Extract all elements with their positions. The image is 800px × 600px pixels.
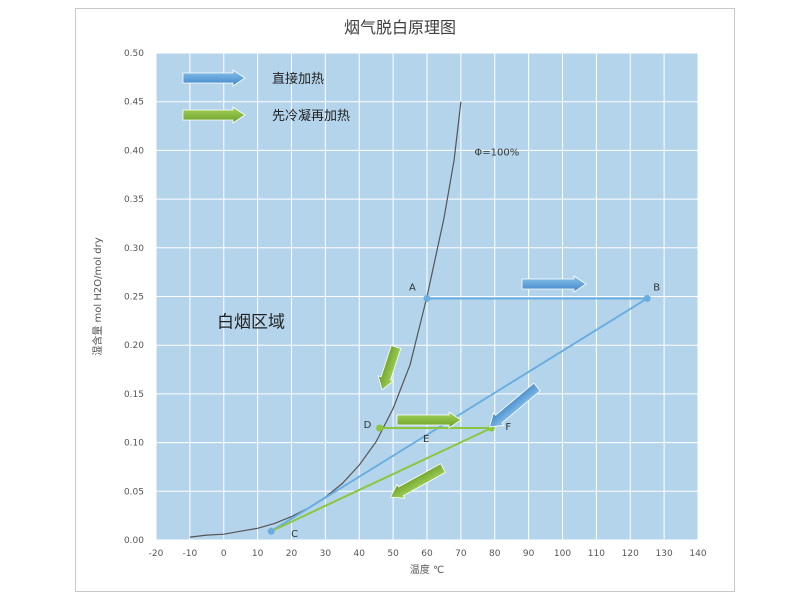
x-tick-label: 30: [320, 549, 332, 559]
x-tick-label: 130: [656, 549, 673, 559]
legend-label-1: 直接加热: [272, 71, 324, 87]
point-d: [376, 424, 384, 432]
point-label-a: A: [409, 282, 416, 293]
x-tick-label: 90: [523, 549, 535, 559]
point-c: [267, 527, 275, 535]
y-tick-label: 0.05: [124, 487, 144, 497]
x-tick-label: 40: [354, 549, 366, 559]
region-label: 白烟区域: [217, 313, 285, 333]
x-axis-label: 温度 ℃: [410, 563, 444, 576]
x-tick-label: -10: [183, 549, 198, 559]
y-tick-label: 0.45: [124, 98, 144, 108]
point-label-e: E: [423, 434, 429, 445]
y-tick-label: 0.15: [124, 390, 144, 400]
point-a: [423, 294, 431, 302]
x-tick-label: 20: [286, 549, 298, 559]
arrow-cooling-shape: [377, 344, 402, 391]
point-label-b: B: [653, 282, 660, 293]
legend-arrow-2-shape: [182, 106, 246, 124]
process-line-bc: [270, 297, 648, 533]
x-tick-label: 70: [455, 549, 467, 559]
x-tick-label: 50: [387, 549, 399, 559]
y-tick-label: 0.20: [124, 341, 144, 351]
legend-arrow-1-shape: [182, 69, 246, 87]
y-tick-label: 0.50: [124, 49, 144, 59]
arrow-f-to-c: [389, 463, 446, 499]
x-tick-label: 80: [489, 549, 501, 559]
curve-label: Φ=100%: [474, 147, 519, 158]
process-line-fc: [270, 427, 492, 533]
x-tick-label: 60: [421, 549, 433, 559]
x-tick-label: 140: [689, 549, 706, 559]
point-label-f: F: [505, 422, 511, 433]
arrow-b-to-f: [488, 382, 541, 428]
x-tick-label: 120: [622, 549, 639, 559]
arrow-cooling: [377, 344, 402, 391]
chart-title: 烟气脱白原理图: [343, 18, 456, 37]
y-tick-label: 0.10: [124, 439, 144, 449]
x-tick-label: 0: [221, 549, 227, 559]
y-tick-label: 0.25: [124, 293, 144, 303]
y-axis-label: 湿含量 mol H2O/mol dry: [91, 237, 104, 355]
y-tick-label: 0.00: [124, 536, 144, 546]
arrow-f-to-c-shape: [389, 463, 446, 499]
arrow-b-to-f-shape: [488, 382, 541, 428]
x-tick-label: 10: [252, 549, 264, 559]
arrow-a-to-b: [521, 275, 587, 293]
point-label-c: C: [291, 529, 298, 540]
point-label-d: D: [364, 420, 372, 431]
legend-arrow-2: [182, 106, 246, 124]
arrow-d-to-f: [396, 411, 462, 429]
point-b: [643, 294, 651, 302]
arrow-a-to-b-shape: [521, 275, 587, 293]
x-tick-label: 100: [554, 549, 571, 559]
x-tick-label: 110: [588, 549, 605, 559]
x-tick-label: -20: [149, 549, 164, 559]
legend-arrow-1: [182, 69, 246, 87]
y-tick-label: 0.35: [124, 195, 144, 205]
arrow-d-to-f-shape: [396, 411, 462, 429]
y-tick-label: 0.40: [124, 146, 144, 156]
saturation-curve: [189, 101, 462, 538]
legend-label-2: 先冷凝再加热: [272, 108, 350, 124]
y-tick-label: 0.30: [124, 244, 144, 254]
